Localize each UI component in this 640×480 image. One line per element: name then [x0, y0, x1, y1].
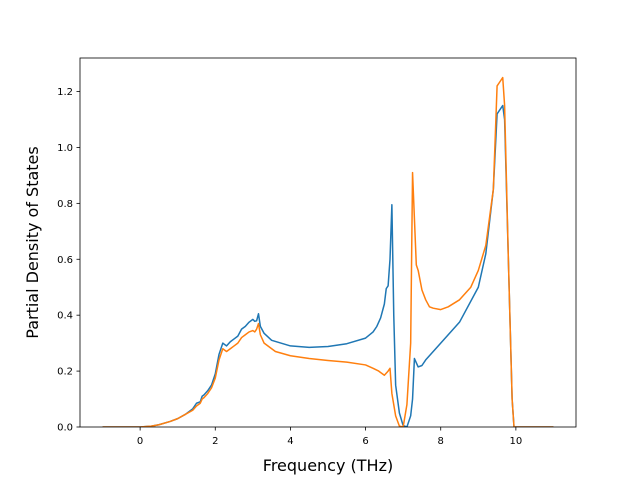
y-tick-label: 0.6: [57, 255, 73, 266]
x-tick-label: 8: [438, 436, 444, 447]
y-tick-label: 0.4: [57, 311, 73, 322]
y-tick-label: 0.0: [57, 423, 73, 434]
x-tick-label: 0: [137, 436, 143, 447]
plot-area: [79, 57, 577, 428]
y-tick-label: 1.0: [57, 143, 73, 154]
series-line-1: [102, 104, 554, 427]
x-tick-label: 10: [510, 436, 523, 447]
y-tick-label: 0.8: [57, 199, 73, 210]
x-axis-label: Frequency (THz): [263, 456, 393, 475]
y-tick-label: 0.2: [57, 367, 73, 378]
x-tick-label: 4: [287, 436, 293, 447]
y-tick-label: 1.2: [57, 87, 73, 98]
y-axis-ticks: 0.0 0.2 0.4 0.6 0.8 1.0 1.2: [57, 87, 80, 434]
x-tick-label: 6: [362, 436, 368, 447]
y-axis-label: Partial Density of States: [23, 146, 42, 338]
series-layer: [102, 76, 554, 427]
x-axis-ticks: 0 2 4 6 8 10: [137, 427, 522, 447]
series-line-2: [102, 76, 554, 427]
axes-frame: [79, 57, 577, 428]
x-tick-label: 2: [212, 436, 218, 447]
